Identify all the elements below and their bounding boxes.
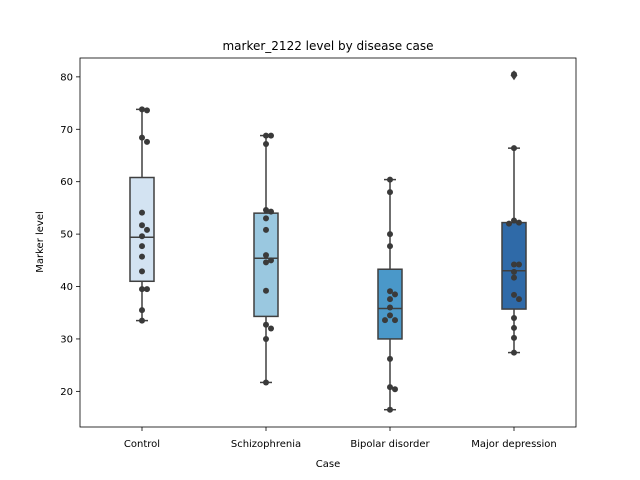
data-point [387,243,393,250]
data-point [139,209,145,216]
data-point [392,291,398,298]
data-point [139,317,145,324]
data-point [263,207,269,214]
data-point [139,253,145,260]
data-point [139,233,145,240]
y-tick-label: 70 [60,125,73,136]
data-point [139,268,145,275]
data-point [511,268,517,275]
data-point [263,140,269,147]
data-point [263,321,269,328]
x-axis-title: Case [316,459,340,470]
data-point [139,134,145,141]
y-tick-label: 30 [60,334,73,345]
box-iqr [129,176,155,283]
data-point [268,208,274,215]
data-point [144,107,150,114]
data-point [263,252,269,259]
x-tick-label: Control [124,439,160,450]
data-point [144,138,150,145]
data-point [139,307,145,314]
data-point [387,176,393,183]
box-iqr [377,268,403,340]
data-point [263,226,269,233]
data-point [511,324,517,331]
data-point [387,384,393,391]
x-tick-label: Major depression [471,439,557,450]
y-tick-label: 40 [60,282,73,293]
data-point [387,406,393,413]
data-point [387,304,393,311]
data-point [387,296,393,303]
data-point [387,355,393,362]
x-tick-label: Bipolar disorder [350,439,430,450]
data-point [387,312,393,319]
data-point [268,257,274,264]
data-point [387,231,393,238]
data-point [139,222,145,229]
data-point [511,291,517,298]
data-point [139,243,145,250]
data-point [511,314,517,321]
y-axis-title: Marker level [35,211,46,273]
data-point [263,259,269,266]
y-tick-label: 80 [60,72,73,83]
data-point [516,296,522,303]
data-point [387,189,393,196]
data-point [511,145,517,152]
y-tick-label: 50 [60,230,73,241]
data-point [511,274,517,281]
data-point [387,288,393,295]
data-point [263,215,269,222]
data-point [263,379,269,386]
data-point [511,71,517,78]
data-point [139,286,145,293]
data-point [263,287,269,294]
y-tick-label: 60 [60,177,73,188]
data-point [511,217,517,224]
chart-title: marker_2122 level by disease case [222,39,433,53]
data-point [268,132,274,139]
data-point [144,286,150,293]
y-tick-label: 20 [60,387,73,398]
data-point [144,226,150,233]
x-tick-label: Schizophrenia [231,439,301,450]
data-point [382,317,388,324]
plot-area: 20 30 40 50 60 70 80 Control Schizophrenia Bipola… [60,70,557,450]
data-point [392,317,398,324]
data-point [263,335,269,342]
plot-frame [79,57,577,428]
data-point [511,334,517,341]
data-point [516,219,522,226]
data-point [139,106,145,113]
data-point [511,349,517,356]
data-point [506,220,512,227]
data-point [268,325,274,332]
data-point [511,261,517,268]
data-point [516,261,522,268]
data-point [392,386,398,393]
data-point [263,132,269,139]
